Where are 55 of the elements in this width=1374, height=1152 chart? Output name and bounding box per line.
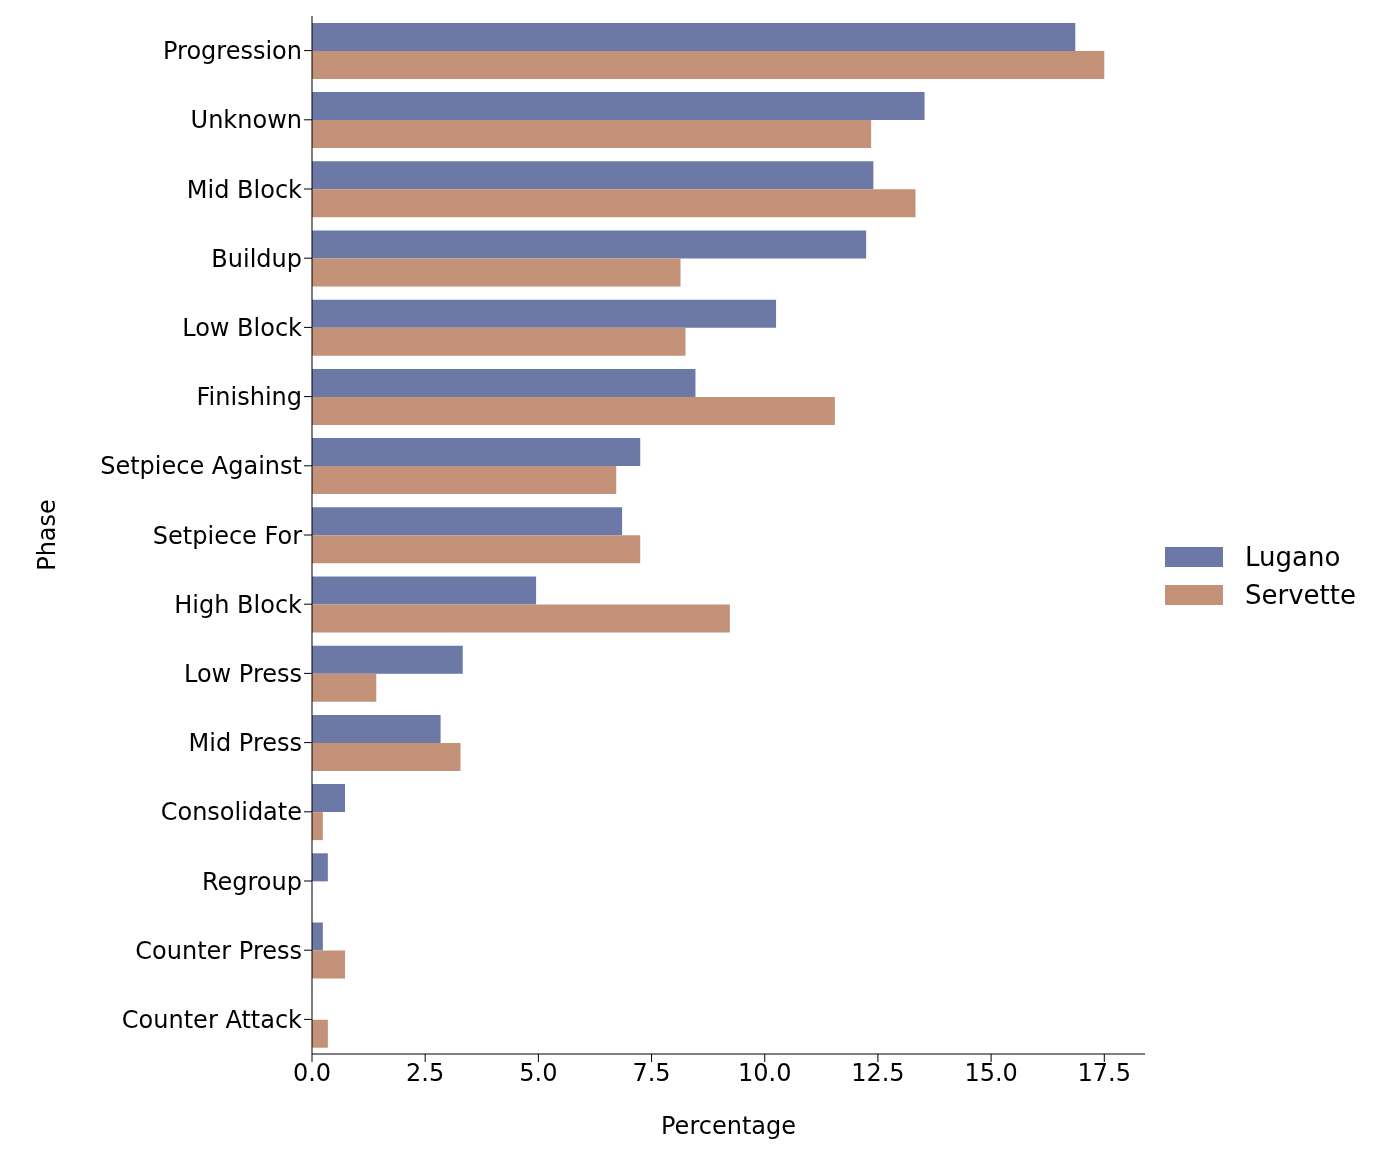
x-tick-label: 2.5	[406, 1059, 445, 1088]
bar	[312, 92, 925, 121]
bar	[312, 230, 867, 259]
y-tick-label: Progression	[163, 37, 302, 66]
bar	[312, 812, 323, 841]
bar	[312, 576, 537, 605]
x-tick-label: 0.0	[292, 1059, 332, 1088]
x-tick-label: 15.0	[964, 1059, 1018, 1088]
bar	[312, 161, 874, 190]
y-tick-label: Setpiece Against	[100, 452, 302, 481]
bar	[312, 466, 617, 495]
bar	[312, 714, 441, 743]
bar	[312, 1019, 328, 1048]
bar	[312, 396, 835, 425]
bar	[312, 853, 328, 882]
y-tick-label: Counter Press	[135, 936, 302, 965]
y-tick-label: Buildup	[211, 244, 302, 273]
y-tick-label: Low Press	[183, 659, 302, 688]
y-tick-label: Low Block	[182, 313, 303, 342]
bar	[312, 922, 323, 951]
bar	[312, 120, 872, 149]
y-tick-label: Mid Press	[188, 729, 302, 758]
bar	[312, 742, 461, 771]
y-axis-title: Phase	[32, 499, 61, 571]
bar	[312, 645, 463, 674]
x-axis-title: Percentage	[661, 1112, 797, 1140]
bar	[312, 604, 730, 633]
bar	[312, 950, 346, 979]
bar	[312, 784, 346, 813]
bar	[312, 258, 681, 287]
y-tick-label: Counter Attack	[121, 1005, 303, 1034]
y-tick-label: Consolidate	[160, 798, 302, 827]
bar	[312, 673, 377, 702]
x-tick-label: 12.5	[851, 1059, 905, 1088]
y-tick-label: Setpiece For	[152, 521, 303, 550]
x-tick-label: 7.5	[632, 1059, 671, 1088]
x-tick-label: 17.5	[1077, 1059, 1131, 1088]
bar	[312, 507, 623, 536]
y-tick-label: Unknown	[190, 106, 302, 135]
y-tick-label: High Block	[174, 590, 303, 619]
y-tick-label: Regroup	[201, 867, 302, 896]
legend-label: Lugano	[1245, 542, 1341, 572]
x-tick-label: 5.0	[519, 1059, 558, 1088]
bar	[312, 299, 777, 328]
bar	[312, 327, 686, 356]
y-tick-label: Mid Block	[186, 175, 303, 204]
legend-label: Servette	[1245, 580, 1356, 610]
bar	[312, 50, 1105, 79]
bar	[312, 22, 1076, 51]
y-tick-label: Finishing	[196, 383, 302, 412]
bar	[312, 368, 696, 397]
bar	[312, 535, 641, 564]
x-tick-label: 10.0	[738, 1059, 792, 1088]
bar	[312, 438, 641, 467]
bar	[312, 189, 916, 218]
